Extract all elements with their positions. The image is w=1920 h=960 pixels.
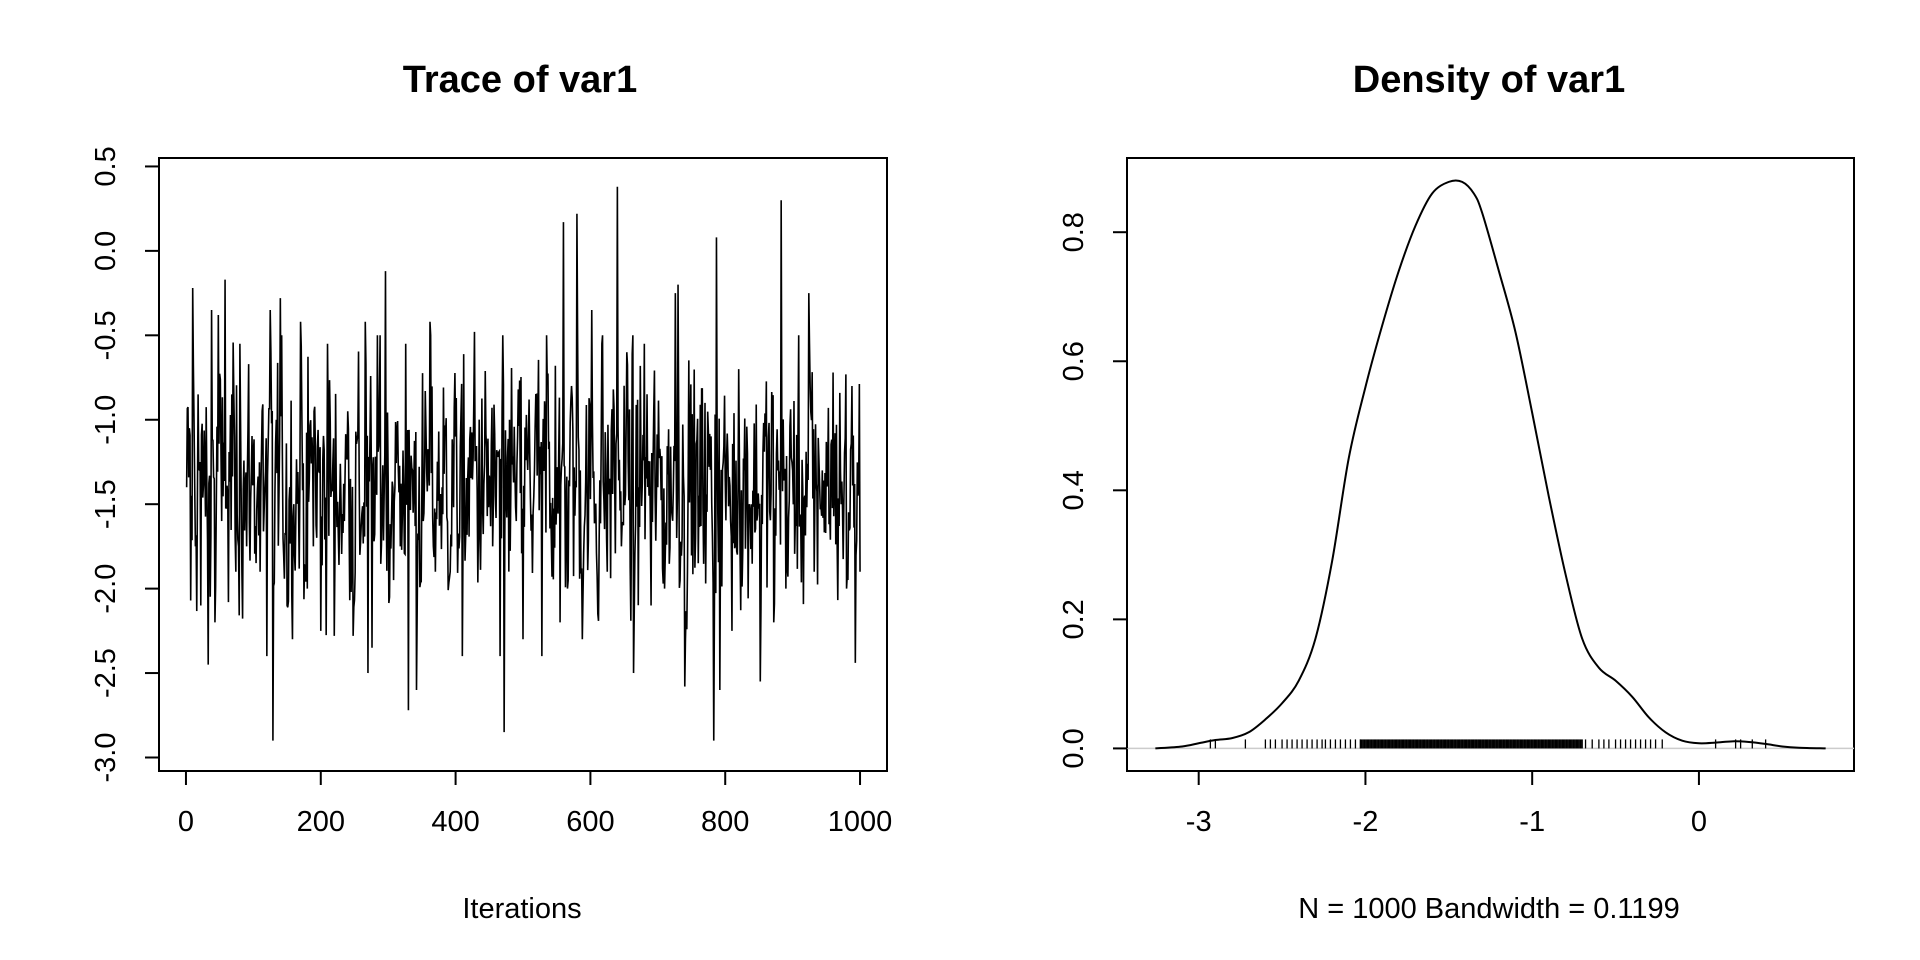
density-y-tick-label: 0.0 [1058, 728, 1090, 768]
trace-y-axis: -3.0 -2.5 -2.0 -1.5 -1.0 -0.5 0.0 0.5 [90, 146, 160, 782]
density-x-tick-label: -2 [1353, 806, 1379, 838]
density-x-tick-label: 0 [1691, 806, 1707, 838]
density-curve [1155, 179, 1826, 750]
trace-panel: Trace of var1 0 200 400 600 800 1000 -3.0 -2.5… [90, 59, 892, 925]
trace-line-path [185, 186, 861, 741]
density-y-tick-label: 0.4 [1058, 470, 1090, 510]
trace-y-tick-label: -2.0 [90, 564, 122, 614]
density-x-tick-label: -3 [1186, 806, 1212, 838]
density-title: Density of var1 [1353, 59, 1625, 101]
trace-x-tick-label: 0 [178, 806, 194, 838]
trace-y-tick-label: -3.0 [90, 732, 122, 782]
trace-x-axis-label: Iterations [462, 893, 581, 925]
trace-y-tick-label: 0.5 [90, 146, 122, 186]
trace-x-tick-label: 800 [701, 806, 749, 838]
density-panel: Density of var1 -3 -2 -1 0 0.00.20.40.60.8 … [1058, 59, 1855, 925]
trace-x-tick-label: 200 [297, 806, 345, 838]
trace-y-tick-label: -1.0 [90, 395, 122, 445]
density-curve-path [1155, 179, 1826, 750]
trace-y-tick-label: -1.5 [90, 479, 122, 529]
density-y-axis: 0.0 0.2 0.4 0.6 0.8 [1058, 212, 1128, 769]
density-rug [1209, 739, 1767, 749]
density-x-axis: -3 -2 -1 0 [1186, 770, 1707, 838]
trace-y-tick-label: -2.5 [90, 648, 122, 698]
density-x-axis-label: N = 1000 Bandwidth = 0.1199 [1298, 893, 1680, 925]
trace-x-tick-label: 400 [431, 806, 479, 838]
density-plot-box [1126, 157, 1855, 772]
trace-title: Trace of var1 [403, 59, 637, 101]
trace-x-tick-label: 600 [566, 806, 614, 838]
density-y-tick-label: 0.8 [1058, 212, 1090, 252]
density-x-tick-label: -1 [1519, 806, 1545, 838]
trace-x-axis: 0 200 400 600 800 1000 [178, 770, 893, 838]
trace-series-line [185, 186, 861, 741]
density-y-tick-label: 0.2 [1058, 599, 1090, 639]
trace-x-tick-label: 1000 [828, 806, 893, 838]
density-y-tick-label: 0.6 [1058, 341, 1090, 381]
trace-y-tick-label: 0.0 [90, 231, 122, 271]
trace-y-tick-label: -0.5 [90, 310, 122, 360]
